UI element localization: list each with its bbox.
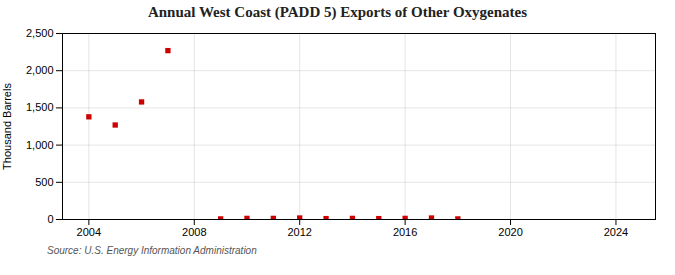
svg-text:1,000: 1,000 <box>26 139 54 151</box>
svg-text:2004: 2004 <box>77 226 101 238</box>
html-text:Source: U.S. Energy Informatio: Source: U.S. Energy Information Administ… <box>47 245 257 256</box>
svg-text:2008: 2008 <box>182 226 206 238</box>
svg-text:2,500: 2,500 <box>26 27 54 39</box>
svg-text:Thousand Barrels: Thousand Barrels <box>1 83 13 170</box>
svg-text:500: 500 <box>35 176 53 188</box>
html-text:Annual West Coast (PADD 5) Exp: Annual West Coast (PADD 5) Exports of Ot… <box>147 4 528 20</box>
svg-text:2016: 2016 <box>393 226 417 238</box>
svg-text:2024: 2024 <box>604 226 628 238</box>
svg-text:1,500: 1,500 <box>26 101 54 113</box>
svg-text:2,000: 2,000 <box>26 64 54 76</box>
svg-text:2012: 2012 <box>287 226 311 238</box>
svg-text:2020: 2020 <box>498 226 522 238</box>
svg-text:0: 0 <box>47 213 53 225</box>
